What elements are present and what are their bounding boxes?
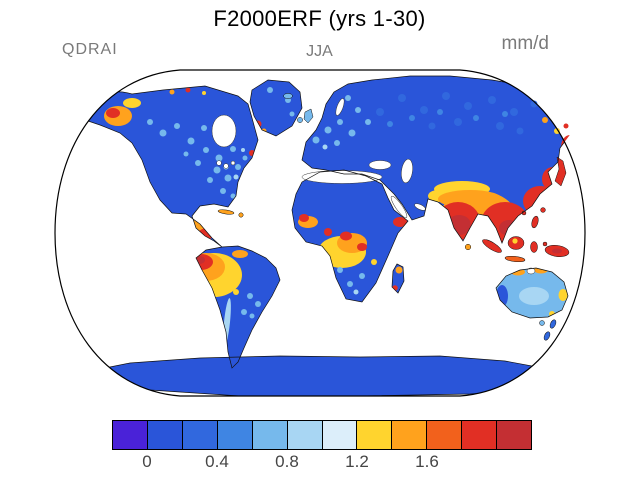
island-hispaniola — [238, 212, 244, 218]
colorbar-tick-label: 1.6 — [415, 452, 439, 471]
great-lakes-west — [216, 160, 222, 166]
island-taiwan — [540, 207, 546, 213]
baltic-sea — [335, 98, 345, 116]
colorbar-cell — [216, 420, 253, 450]
island-new-zealand-north — [549, 319, 557, 329]
colorbar-cell — [286, 420, 323, 450]
island-ireland — [297, 117, 303, 123]
great-lakes-mid — [223, 163, 229, 169]
colorbar-cell — [461, 420, 498, 450]
variable-label: QDRAI — [62, 41, 118, 58]
island-philippines — [531, 215, 539, 229]
island-sumatra — [482, 239, 502, 253]
season-label: JJA — [306, 43, 333, 60]
red-sea — [390, 195, 408, 219]
island-tasmania — [539, 320, 545, 326]
island-iceland — [283, 93, 293, 99]
colorbar-cell — [391, 420, 428, 450]
black-sea — [368, 160, 392, 170]
colorbar-tick-label: 0.8 — [275, 452, 299, 471]
island-japan — [554, 156, 567, 187]
island-cuba — [217, 209, 235, 215]
islands — [217, 93, 570, 341]
colorbar-cell — [251, 420, 288, 450]
island-new-guinea-core — [552, 248, 562, 254]
colorbar — [112, 420, 533, 450]
island-sulawesi — [530, 241, 538, 253]
colorbar-tick-label: 0 — [142, 452, 152, 471]
colorbar-cell — [426, 420, 463, 450]
island-sri-lanka — [464, 243, 472, 251]
island-new-zealand-south — [543, 331, 551, 341]
colorbar-cell — [146, 420, 183, 450]
island-borneo-highland — [512, 238, 518, 244]
units-label: mm/d — [501, 33, 550, 54]
island-great-britain — [303, 108, 314, 124]
colorbar-cell — [496, 420, 533, 450]
island-moluccas — [542, 241, 548, 247]
water-bodies — [211, 98, 536, 275]
colorbar-tick-labels: 0 0.4 0.8 1.2 1.6 — [112, 452, 532, 474]
figure-title: F2000ERF (yrs 1-30) — [213, 6, 426, 31]
caspian-sea — [401, 158, 413, 184]
gulf-of-carpentaria — [526, 267, 536, 275]
hudson-bay — [211, 114, 237, 148]
colorbar-cell — [356, 420, 393, 450]
colorbar-cell — [321, 420, 358, 450]
colorbar-tick-label: 0.4 — [205, 452, 229, 471]
colorbar-cell — [112, 420, 148, 450]
island-java — [504, 255, 526, 263]
colorbar-tick-label: 1.2 — [345, 452, 369, 471]
great-lakes-east — [230, 160, 236, 166]
colorbar-cell — [181, 420, 218, 450]
